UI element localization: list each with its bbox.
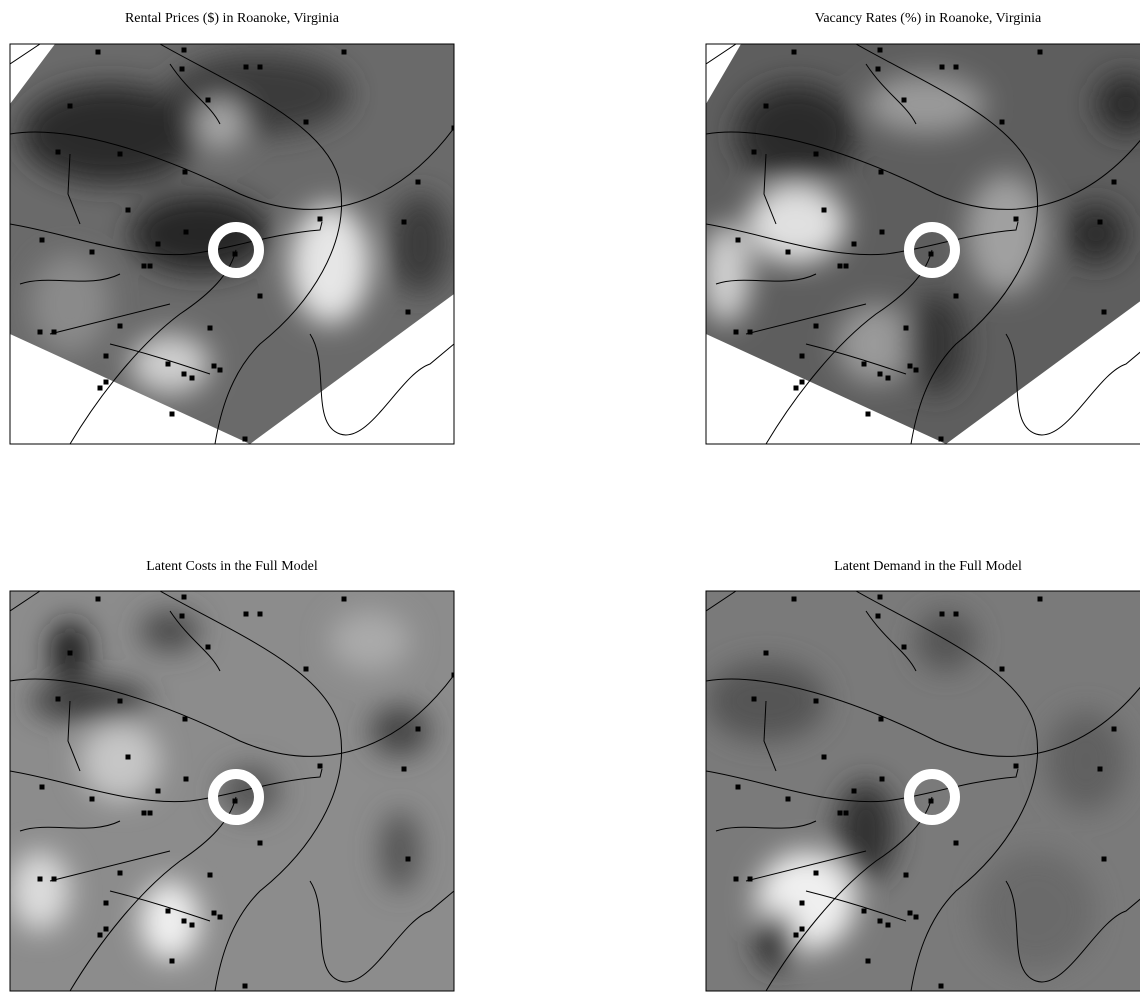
map-panel xyxy=(10,44,457,444)
figure: Rental Prices ($) in Roanoke, Virginia V… xyxy=(0,0,1140,992)
map-panel xyxy=(10,591,457,991)
page: Rental Prices ($) in Roanoke, Virginia V… xyxy=(0,0,1140,992)
panel-title: Rental Prices ($) in Roanoke, Virginia xyxy=(125,11,340,26)
panel-title: Latent Demand in the Full Model xyxy=(834,559,1022,574)
panel-title: Latent Costs in the Full Model xyxy=(146,559,318,574)
map-panel xyxy=(701,44,1140,444)
map-panel xyxy=(706,591,1140,991)
panel-title: Vacancy Rates (%) in Roanoke, Virginia xyxy=(815,11,1042,26)
